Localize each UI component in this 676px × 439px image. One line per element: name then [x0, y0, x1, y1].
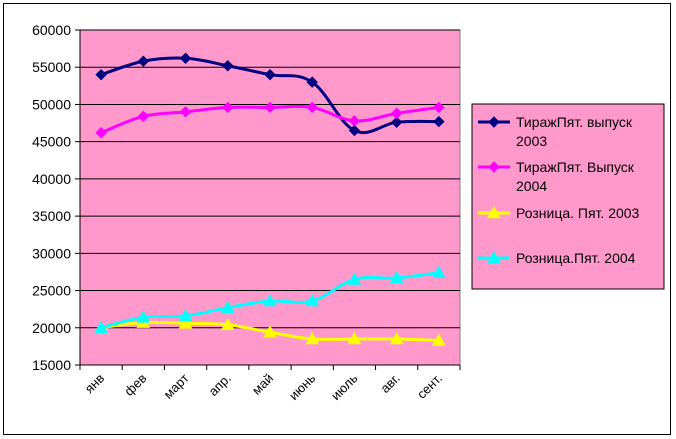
x-tick-label: фев [121, 370, 149, 398]
x-tick-label: янв [82, 370, 108, 396]
series-2 [95, 101, 445, 139]
legend-marker [488, 161, 500, 173]
data-point [305, 293, 320, 307]
data-point [389, 331, 404, 345]
data-point [305, 331, 320, 345]
x-tick-label: март [161, 370, 192, 401]
x-tick-label: май [249, 371, 276, 398]
data-point [137, 55, 150, 67]
data-point [220, 300, 235, 313]
data-point [348, 124, 361, 137]
data-point [222, 60, 234, 72]
series-1 [95, 52, 445, 137]
data-point [94, 320, 108, 334]
data-point [178, 316, 193, 329]
y-tick-label: 30000 [32, 245, 71, 261]
legend-marker [488, 116, 500, 128]
data-point [389, 270, 404, 284]
legend: ТиражПят. выпуск 2003 ТиражПят. Выпуск 2004… [471, 103, 665, 290]
x-tick-label: сент. [414, 371, 445, 402]
legend-entry: ТиражПят. выпуск 2003 [478, 114, 633, 149]
y-axis-ticks: 15000 20000 25000 30000 35000 40000 45000 50000… [32, 22, 80, 373]
data-point [178, 308, 193, 322]
legend-label: Розница. Пят. 2003 [516, 205, 640, 221]
legend-label: Розница.Пят. 2004 [516, 250, 636, 266]
data-point [137, 110, 150, 123]
data-point [264, 101, 276, 114]
data-point [95, 127, 107, 139]
data-point [263, 293, 277, 307]
data-point [306, 101, 318, 114]
data-point [179, 52, 192, 64]
legend-label: 2003 [516, 133, 547, 149]
legend-label: ТиражПят. Выпуск [516, 159, 635, 175]
legend-marker [487, 205, 501, 219]
data-point [306, 76, 318, 88]
data-point [390, 107, 403, 120]
data-point [179, 106, 192, 118]
y-tick-label: 35000 [32, 208, 71, 224]
x-tick-label: июль [328, 370, 361, 403]
x-tick-label: авг. [377, 371, 402, 396]
data-point [220, 317, 235, 331]
legend-marker [487, 250, 501, 264]
data-point [95, 68, 107, 81]
x-tick-label: июнь [286, 370, 319, 403]
x-axis-ticks: янв фев март апр. май июнь июль авг. сент. [79, 365, 461, 403]
plot-area [79, 29, 461, 366]
y-tick-label: 15000 [32, 357, 71, 373]
data-point [433, 115, 445, 128]
series-layer [94, 52, 446, 346]
legend-label: 2004 [516, 178, 547, 194]
legend-entry: Розница. Пят. 2003 [478, 205, 640, 221]
y-tick-label: 50000 [32, 96, 71, 112]
legend-entry: ТиражПят. Выпуск 2004 [478, 159, 635, 194]
data-point [432, 265, 446, 278]
y-tick-label: 45000 [32, 134, 71, 150]
data-point [263, 325, 277, 338]
x-tick-label: апр. [206, 371, 234, 399]
series-4 [94, 265, 446, 334]
data-point [432, 333, 446, 346]
data-point [348, 115, 361, 127]
y-tick-label: 20000 [32, 320, 71, 336]
axes [79, 30, 460, 366]
y-tick-label: 60000 [32, 22, 71, 38]
y-tick-label: 40000 [32, 171, 71, 187]
data-point [347, 331, 362, 345]
y-tick-label: 55000 [32, 59, 71, 75]
data-point [347, 272, 362, 285]
data-point [264, 68, 276, 81]
legend-entry: Розница.Пят. 2004 [478, 250, 636, 266]
data-point [222, 101, 234, 114]
data-point [390, 116, 403, 129]
data-point [433, 101, 445, 114]
data-point [136, 310, 151, 323]
y-tick-label: 25000 [32, 283, 71, 299]
legend-label: ТиражПят. выпуск [516, 114, 633, 130]
